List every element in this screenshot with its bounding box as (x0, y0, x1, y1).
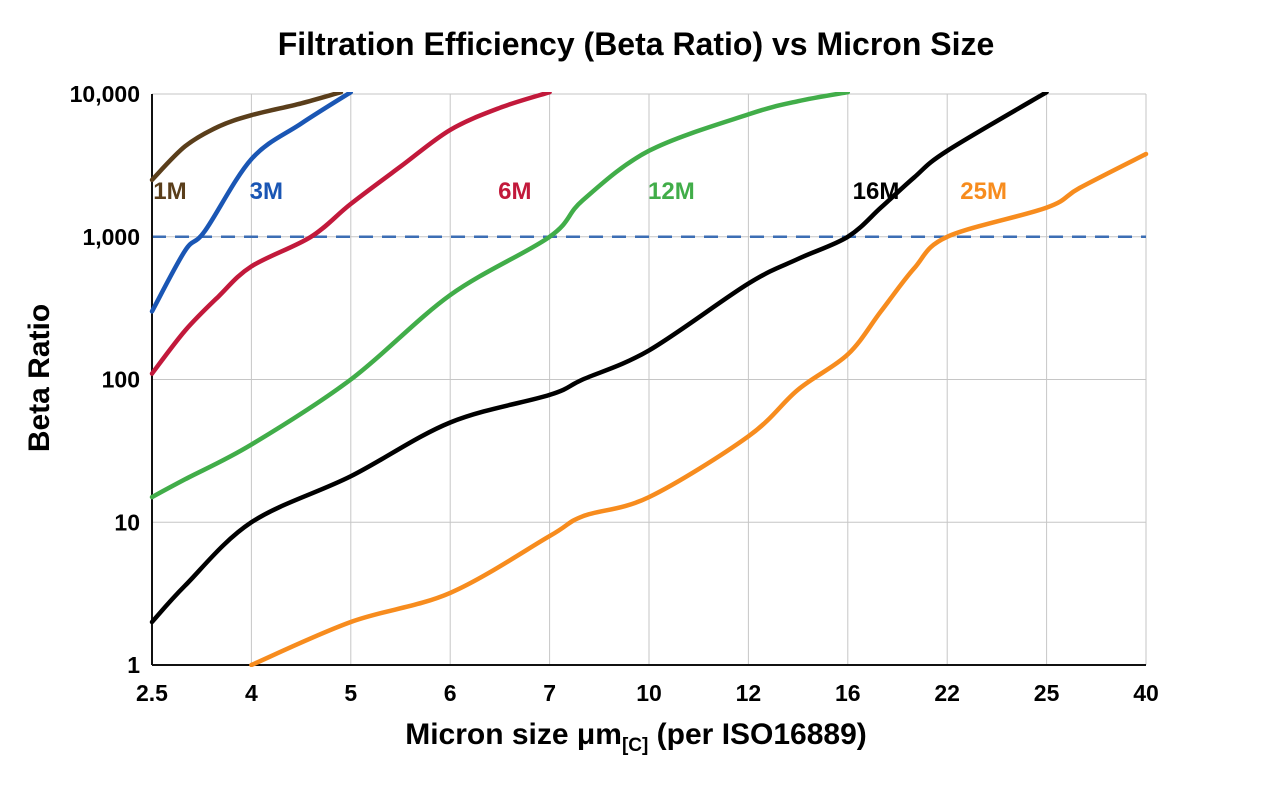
x-axis-label-suffix: (per ISO16889) (648, 718, 867, 751)
y-tick-label: 1,000 (82, 224, 140, 250)
series-label-16M: 16M (853, 178, 900, 205)
series-label-3M: 3M (250, 178, 283, 205)
y-tick-label: 100 (102, 367, 140, 393)
x-tick-label: 2.5 (136, 680, 168, 706)
x-axis-label: Micron size μm[C] (per ISO16889) (0, 718, 1272, 756)
x-tick-label: 22 (934, 680, 960, 706)
series-curve-25M (249, 151, 1149, 667)
series-label-6M: 6M (498, 178, 531, 205)
chart-title: Filtration Efficiency (Beta Ratio) vs Mi… (277, 26, 995, 62)
x-tick-label: 10 (636, 680, 662, 706)
series-label-12M: 12M (648, 178, 695, 205)
y-tick-label: 10,000 (70, 81, 140, 107)
series-label-25M: 25M (960, 178, 1007, 205)
series-curve-16M (149, 92, 1049, 625)
x-tick-label: 7 (543, 680, 556, 706)
x-tick-label: 12 (736, 680, 762, 706)
x-tick-label: 6 (444, 680, 457, 706)
x-tick-label: 40 (1133, 680, 1159, 706)
series-curve-3M (149, 92, 354, 314)
x-tick-label: 16 (835, 680, 861, 706)
series-curve-1M (149, 92, 344, 183)
x-axis-label-main: Micron size μm (405, 718, 622, 751)
series-curve-12M (149, 92, 851, 500)
x-tick-label: 5 (344, 680, 357, 706)
x-tick-label: 4 (245, 680, 258, 706)
series-curve-6M (149, 92, 552, 376)
y-tick-label: 10 (114, 509, 140, 535)
x-axis-label-subscript: [C] (621, 735, 649, 756)
series-label-1M: 1M (153, 178, 186, 205)
x-tick-label: 25 (1034, 680, 1060, 706)
y-tick-label: 1 (127, 652, 140, 678)
